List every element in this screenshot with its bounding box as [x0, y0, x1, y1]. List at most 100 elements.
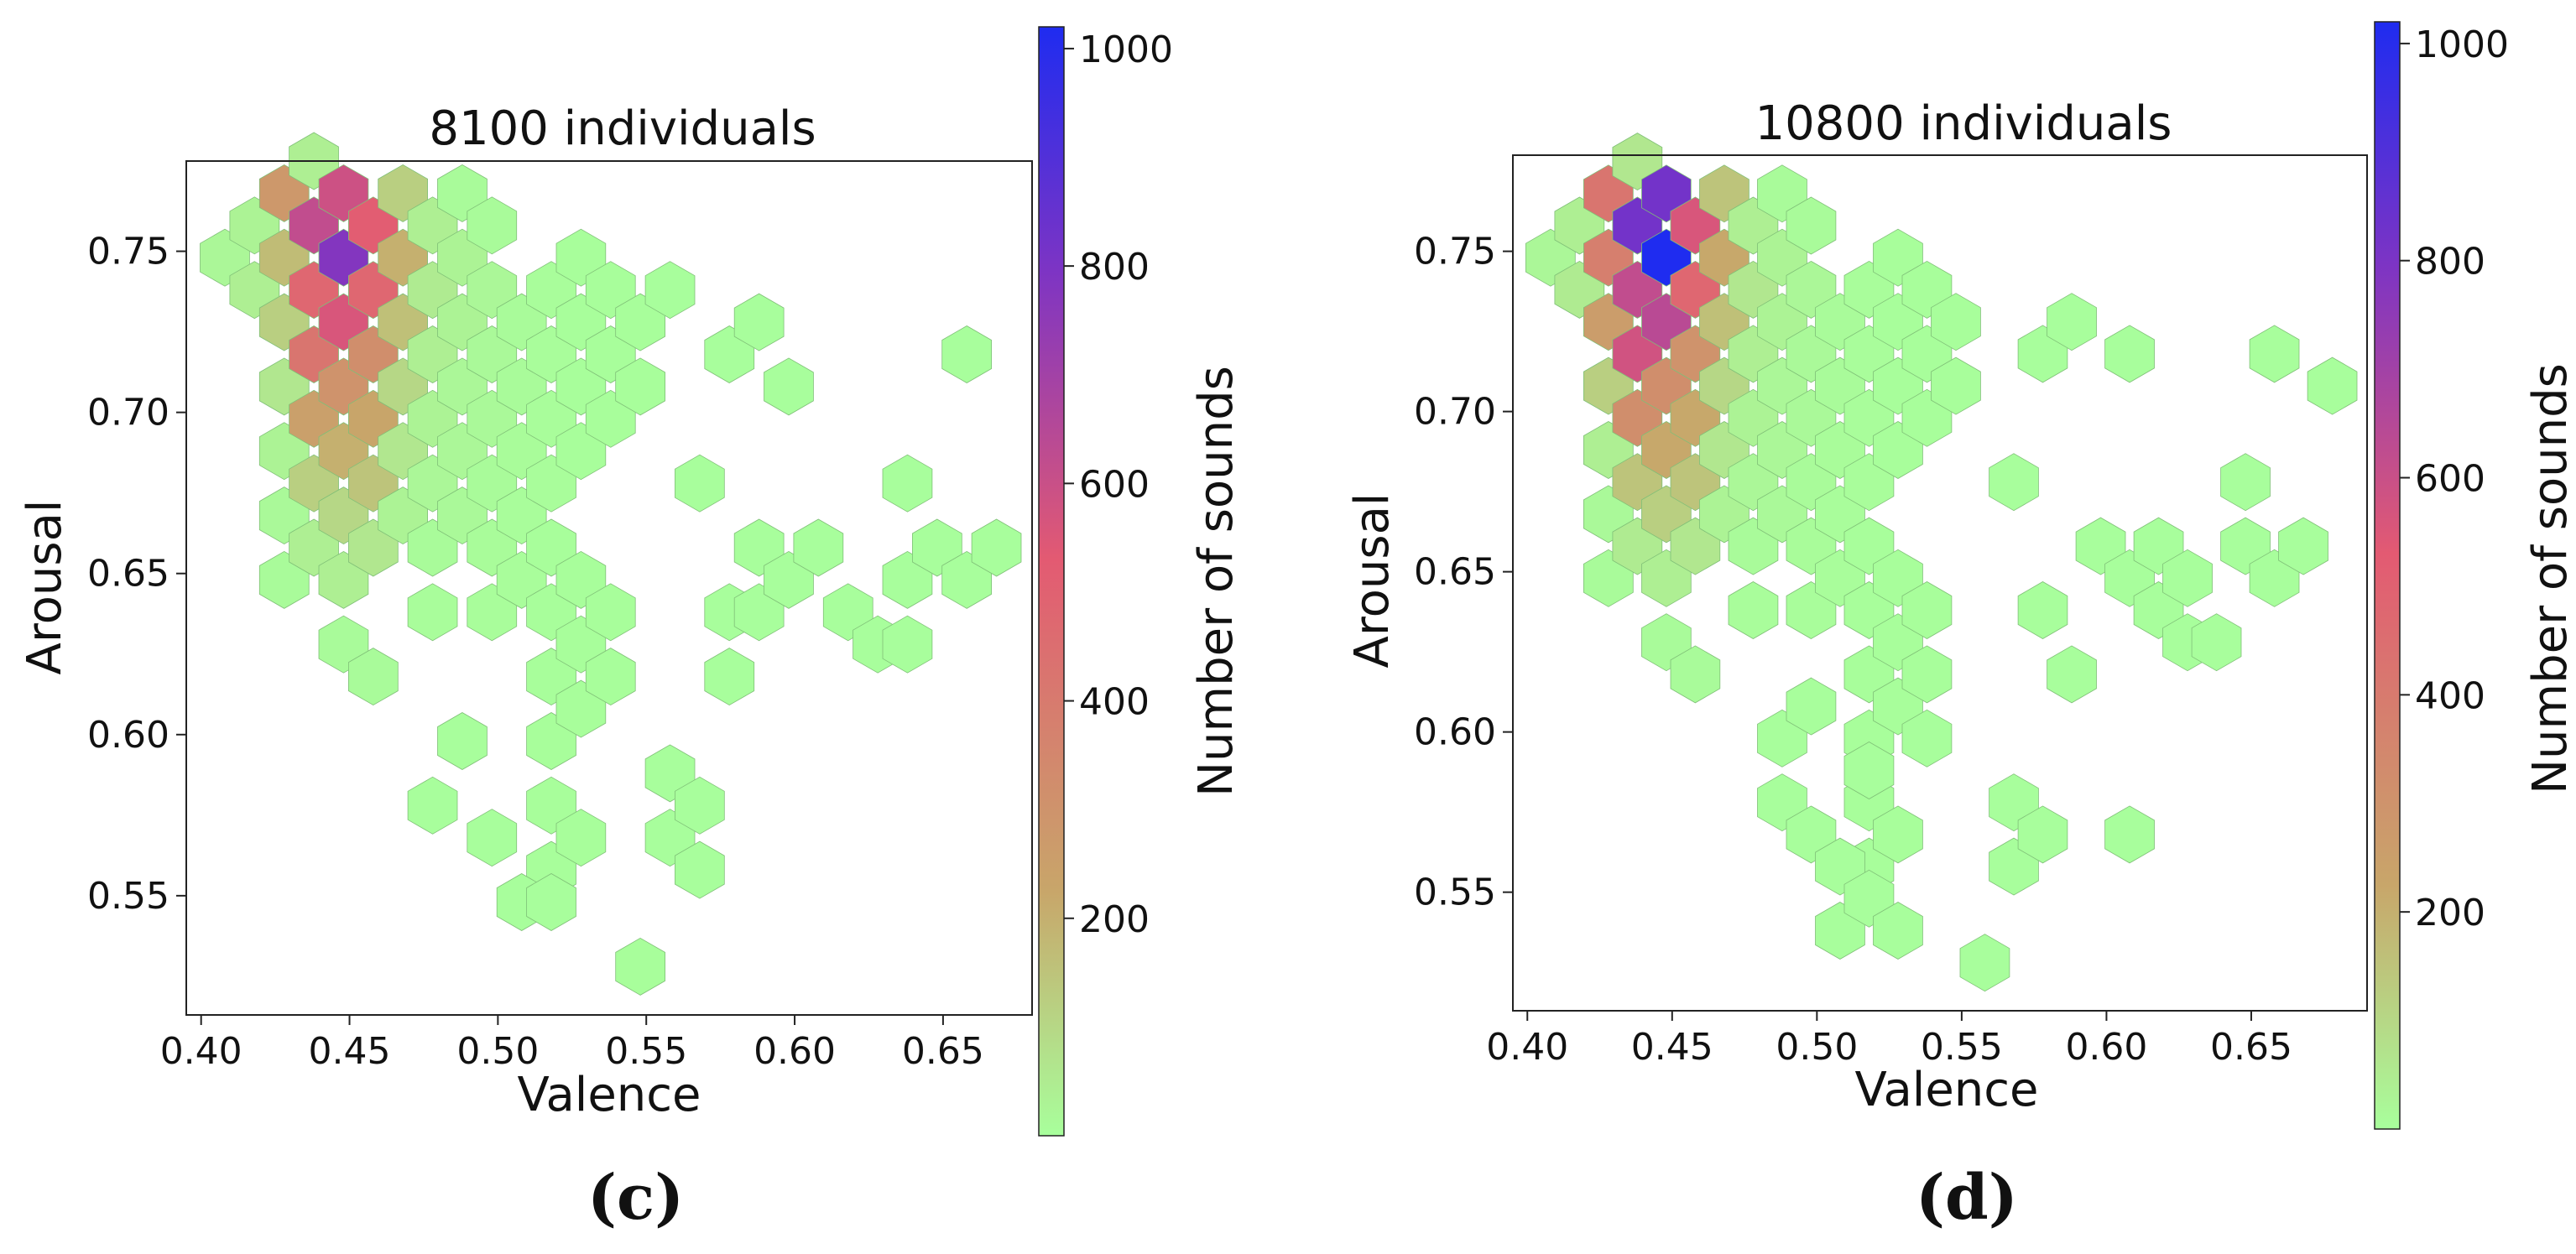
x-tick-label: 0.55 [1921, 1026, 2003, 1069]
hex-cell [2278, 517, 2328, 575]
hex-cell [1728, 581, 1779, 639]
hex-cell [2104, 805, 2155, 864]
x-tick-label: 0.65 [902, 1030, 984, 1073]
x-axis: 0.40 0.45 0.50 0.55 0.60 0.65 [1486, 1011, 2292, 1069]
hex-cell [2191, 613, 2242, 672]
colorbar-bar [1038, 26, 1065, 1137]
x-tick-label: 0.45 [309, 1030, 391, 1073]
plot-frame [1512, 154, 2368, 1012]
colorbar-tick-label: 600 [1079, 463, 1150, 506]
hex-cell [467, 196, 518, 255]
hexbin-cells [200, 132, 1022, 996]
hexbin-cells [1525, 133, 2358, 992]
hex-cell [1670, 645, 1721, 704]
hex-cell [2307, 356, 2358, 415]
colorbar-tick-label: 400 [2415, 674, 2485, 717]
colorbar-tick-label: 400 [1079, 681, 1150, 724]
y-tick-label: 0.55 [1414, 872, 1496, 914]
x-tick-label: 0.50 [456, 1030, 539, 1073]
x-tick-label: 0.50 [1776, 1026, 1858, 1069]
y-axis: 0.55 0.60 0.65 0.70 0.75 [1414, 231, 1513, 914]
hex-cell [793, 518, 844, 577]
hex-cell [615, 357, 665, 416]
hex-cell [644, 261, 696, 320]
hex-cell [1901, 581, 1953, 639]
y-axis: 0.55 0.60 0.65 0.70 0.75 [87, 231, 186, 918]
y-tick-label: 0.60 [1414, 711, 1496, 754]
hex-cell [1989, 453, 2039, 512]
y-tick-label: 0.70 [87, 392, 169, 434]
x-tick-label: 0.60 [754, 1030, 836, 1073]
hex-cell [733, 293, 785, 351]
plot-frame [185, 160, 1033, 1016]
colorbar-label: Number of sounds [1189, 366, 1244, 797]
hex-cell [2017, 805, 2068, 864]
x-axis-label: Valence [517, 1068, 701, 1122]
hex-cell [407, 583, 458, 642]
hex-cell [347, 648, 399, 706]
colorbar: 200 400 600 800 1000 Number of sounds [1038, 26, 1244, 1137]
hex-cell [882, 454, 933, 513]
colorbar-bar [2374, 21, 2401, 1130]
hex-cell [467, 809, 518, 867]
chart-title: 10800 individuals [1755, 96, 2172, 151]
hexbin-panel-c: 8100 individuals 0.40 0.45 0.50 0.55 0.60 0.6… [18, 26, 1244, 1137]
hex-cell [675, 776, 725, 835]
y-axis-label: Arousal [1345, 493, 1400, 669]
hex-cell [1786, 677, 1837, 736]
x-tick-label: 0.65 [2210, 1026, 2292, 1069]
chart-title: 8100 individuals [429, 101, 816, 156]
hex-cell [675, 454, 725, 513]
y-tick-label: 0.65 [1414, 551, 1496, 594]
colorbar-tick-label: 600 [2415, 458, 2485, 501]
y-tick-label: 0.60 [87, 714, 169, 757]
y-tick-label: 0.55 [87, 875, 169, 918]
hex-cell [1931, 356, 1981, 415]
hex-cell [2104, 325, 2155, 383]
colorbar-tick-label: 200 [1079, 898, 1150, 941]
hex-cell [555, 809, 607, 867]
colorbar-ticks: 200 400 600 800 1000 [1064, 29, 1173, 941]
hex-cell [941, 325, 992, 383]
x-axis: 0.40 0.45 0.50 0.55 0.60 0.65 [160, 1015, 984, 1073]
hex-cell [2249, 325, 2300, 383]
y-tick-label: 0.75 [1414, 231, 1496, 273]
hex-cell [585, 583, 636, 642]
hex-cell [675, 840, 725, 899]
hex-cell [1901, 645, 1953, 704]
x-axis-label: Valence [1854, 1063, 2038, 1117]
hex-cell [764, 357, 814, 416]
colorbar-tick-label: 1000 [1079, 29, 1173, 71]
x-tick-label: 0.40 [160, 1030, 242, 1073]
y-tick-label: 0.70 [1414, 391, 1496, 434]
hex-cell [585, 648, 636, 706]
hex-cell [971, 518, 1022, 577]
hex-cell [2017, 581, 2068, 639]
y-tick-label: 0.65 [87, 553, 169, 596]
hex-cell [1931, 293, 1981, 351]
hex-cell [1873, 902, 1923, 960]
colorbar-ticks: 200 400 600 800 1000 [2400, 23, 2509, 934]
y-tick-label: 0.75 [87, 231, 169, 273]
hex-cell [1959, 934, 2010, 992]
colorbar-tick-label: 800 [1079, 246, 1150, 289]
colorbar: 200 400 600 800 1000 Number of sounds [2374, 21, 2576, 1130]
x-tick-label: 0.60 [2065, 1026, 2147, 1069]
hex-cell [1843, 741, 1895, 799]
x-tick-label: 0.40 [1486, 1026, 1568, 1069]
hex-cell [882, 615, 933, 674]
colorbar-tick-label: 800 [2415, 241, 2485, 284]
x-tick-label: 0.55 [605, 1030, 687, 1073]
hex-cell [2047, 293, 2097, 351]
panel-caption-d: (d) [1916, 1162, 2018, 1234]
hexbin-panel-d: 10800 individuals 0.40 0.45 0.50 0.55 0.60 0.… [1345, 21, 2576, 1130]
colorbar-tick-label: 200 [2415, 892, 2485, 934]
colorbar-tick-label: 1000 [2415, 23, 2509, 66]
colorbar-label: Number of sounds [2523, 363, 2576, 794]
hex-cell [704, 648, 755, 706]
y-axis-label: Arousal [18, 500, 72, 675]
hex-cell [1873, 805, 1923, 864]
hex-cell [1786, 196, 1837, 255]
hex-cell [2047, 645, 2097, 704]
